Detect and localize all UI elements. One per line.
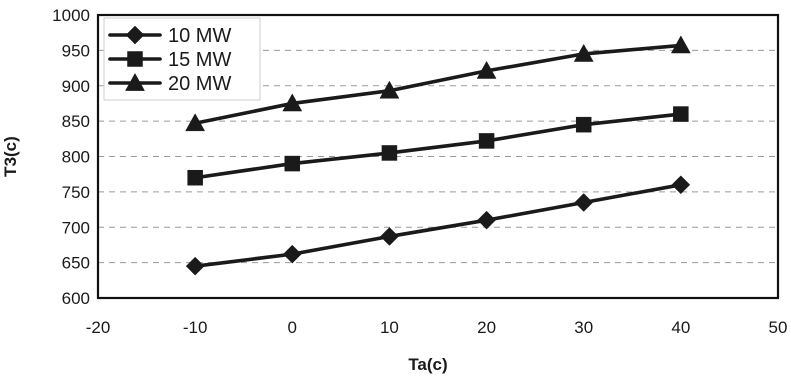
y-tick-label: 700 — [62, 218, 90, 237]
y-tick-label: 600 — [62, 289, 90, 308]
y-tick-label: 850 — [62, 112, 90, 131]
data-point — [673, 106, 689, 122]
data-point — [185, 113, 206, 132]
series-line — [193, 43, 683, 126]
x-axis-title: Ta(c) — [408, 355, 447, 374]
y-tick-label: 800 — [62, 148, 90, 167]
data-point — [573, 43, 594, 62]
data-point — [381, 145, 398, 161]
x-tick-label: 20 — [477, 318, 496, 337]
legend-item: 20 MW — [108, 72, 231, 95]
y-tick-label: 900 — [62, 77, 90, 96]
series-line — [193, 183, 683, 268]
x-tick-label: -10 — [183, 318, 208, 337]
data-point — [476, 60, 497, 79]
y-tick-label: 650 — [62, 254, 90, 273]
data-point — [284, 155, 301, 172]
x-tick-label: 30 — [574, 318, 593, 337]
series-line — [193, 112, 683, 180]
data-point — [477, 210, 496, 230]
data-point — [282, 244, 302, 264]
axes: 600 650 700 750 800 850 900 950 1000 -20 -10 0 10 20 3… — [52, 6, 787, 337]
data-point — [187, 169, 203, 186]
data-point — [380, 227, 399, 246]
x-tick-label: 0 — [288, 318, 297, 337]
series-15-mw — [187, 106, 689, 186]
x-tick-label: 40 — [671, 318, 690, 337]
y-tick-label: 950 — [62, 41, 90, 60]
data-point — [282, 93, 303, 112]
data-point — [671, 175, 691, 195]
legend-label: 10 MW — [168, 25, 231, 47]
x-tick-label: 50 — [769, 318, 788, 337]
legend-swatch-marker — [125, 25, 145, 45]
legend-item: 15 MW — [108, 49, 231, 71]
y-axis-title: T3(c) — [1, 136, 20, 177]
legend-swatch-marker — [125, 72, 145, 91]
legend-label: 20 MW — [168, 73, 231, 95]
x-tick-label: 10 — [380, 318, 399, 337]
series-10-mw — [185, 175, 691, 276]
data-point — [575, 116, 592, 133]
y-tick-label: 750 — [62, 183, 90, 202]
data-point — [670, 35, 691, 54]
data-point — [574, 193, 594, 212]
series-20-mw — [185, 35, 691, 132]
series-layer — [185, 35, 691, 276]
legend-item: 10 MW — [108, 25, 231, 47]
x-tick-label: -20 — [86, 318, 111, 337]
data-point — [379, 80, 400, 99]
y-tick-label: 1000 — [52, 6, 90, 25]
data-point — [185, 256, 205, 276]
data-point — [478, 133, 495, 149]
plot-area — [96, 13, 780, 300]
legend-swatch-marker — [127, 51, 143, 67]
legend-label: 15 MW — [168, 49, 231, 71]
